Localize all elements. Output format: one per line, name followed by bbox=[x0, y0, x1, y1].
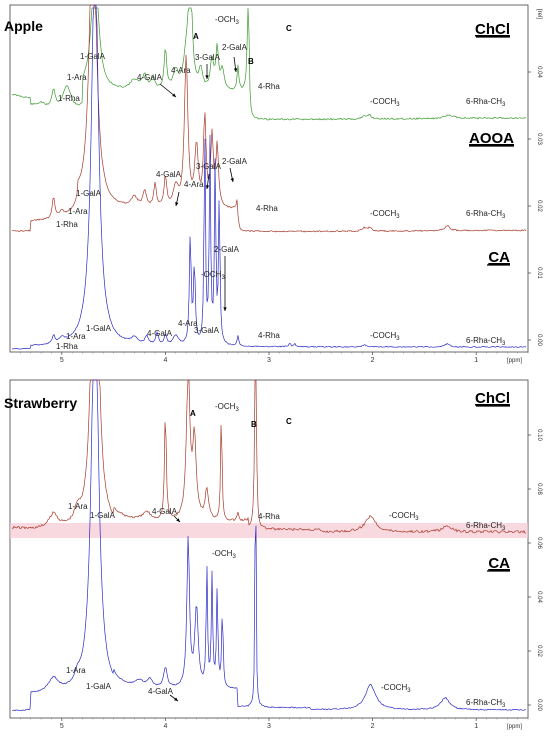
apple-annotation-ca: 1-Rha bbox=[56, 342, 78, 351]
straw-arrow-4gala-ca-head bbox=[174, 697, 178, 701]
straw-annotation-ca: 1-GalA bbox=[86, 682, 112, 691]
apple-arrow-4gala-chcl-head bbox=[172, 93, 176, 97]
apple-sample-aooa: AOOA bbox=[469, 130, 514, 147]
apple-arrow-2gala-chcl-head bbox=[233, 68, 238, 72]
apple-x-tick-label: 1 bbox=[474, 357, 478, 364]
apple-y-tick-label: 0.01 bbox=[536, 267, 542, 279]
apple-annotation-ca: 1-GalA bbox=[86, 324, 112, 333]
straw-ca-trace bbox=[12, 379, 527, 712]
apple-annotation-chcl: B bbox=[248, 57, 254, 66]
apple-annotation-ca: 6-Rha-CH3 bbox=[466, 336, 506, 347]
straw-annotation-chcl: 4-Rha bbox=[258, 512, 280, 521]
apple-y-tick-label: 0.03 bbox=[536, 133, 542, 145]
apple-annotation-chcl: 4-Ara bbox=[171, 66, 191, 75]
apple-annotation-aooa: 1-Rha bbox=[56, 220, 78, 229]
straw-x-tick-label: 3 bbox=[267, 723, 271, 730]
apple-y-tick-label: 0.04 bbox=[536, 66, 542, 78]
straw-annotation-ca: -OCH3 bbox=[212, 549, 236, 560]
apple-sample-ca: CA bbox=[488, 249, 510, 266]
apple-annotation-chcl: 3-GalA bbox=[195, 53, 221, 62]
straw-sample-chcl: ChCl bbox=[475, 390, 510, 407]
apple-annotation-chcl: C bbox=[286, 24, 292, 33]
apple-x-tick-label: 3 bbox=[267, 357, 271, 364]
straw-x-tick-label: 2 bbox=[371, 723, 375, 730]
apple-annotation-chcl: 4-Rha bbox=[258, 82, 280, 91]
apple-sample-chcl: ChCl bbox=[475, 21, 510, 38]
apple-y-tick-label: 0.00 bbox=[536, 334, 542, 346]
straw-chcl-band bbox=[10, 523, 528, 538]
apple-annotation-ca: 3-GalA bbox=[194, 326, 220, 335]
apple-x-tick-label: 5 bbox=[60, 357, 64, 364]
apple-arrow-2gala-ca-head bbox=[223, 307, 227, 311]
apple-annotation-aooa: 2-GalA bbox=[222, 157, 248, 166]
straw-frame bbox=[9, 379, 529, 719]
apple-annotation-ca: 1-Ara bbox=[66, 332, 86, 341]
straw-annotation-ca: 4-GalA bbox=[148, 687, 174, 696]
apple-annotation-chcl: 2-GalA bbox=[222, 43, 248, 52]
straw-annotation-ca: 1-Ara bbox=[66, 666, 86, 675]
straw-arrow-4gala-chcl-head bbox=[176, 518, 180, 522]
straw-x-tick-label: 5 bbox=[60, 723, 64, 730]
apple-annotation-ca: 4-Rha bbox=[258, 331, 280, 340]
apple-annotation-chcl: 6-Rha-CH3 bbox=[466, 97, 506, 108]
straw-annotation-chcl: 6-Rha-CH3 bbox=[466, 521, 506, 532]
straw-y-tick-label: 0.00 bbox=[536, 699, 542, 711]
apple-annotation-chcl: 4-GalA bbox=[137, 73, 163, 82]
straw-annotation-chcl: -COCH3 bbox=[389, 511, 419, 522]
straw-title: Strawberry bbox=[4, 395, 77, 411]
straw-annotation-chcl: B bbox=[251, 420, 257, 429]
apple-arrow-4gala-aooa-head bbox=[175, 202, 179, 206]
apple-title: Apple bbox=[4, 18, 43, 34]
apple-annotation-chcl: -OCH3 bbox=[215, 15, 239, 26]
apple-annotation-chcl: -COCH3 bbox=[370, 97, 400, 108]
apple-arrow-2gala-aooa-head bbox=[230, 178, 234, 182]
apple-annotation-chcl: 1-GalA bbox=[80, 52, 106, 61]
apple-x-unit: [ppm] bbox=[507, 358, 522, 364]
straw-annotation-chcl: A bbox=[190, 409, 196, 418]
straw-annotation-chcl: C bbox=[286, 417, 292, 426]
straw-y-tick-label: 0.10 bbox=[536, 429, 542, 441]
straw-x-tick-label: 1 bbox=[474, 723, 478, 730]
apple-annotation-ca: 4-Ara bbox=[178, 319, 198, 328]
apple-x-tick-label: 4 bbox=[163, 357, 167, 364]
straw-annotation-chcl: 1-Ara bbox=[68, 502, 88, 511]
apple-annotation-ca: 4-GalA bbox=[147, 329, 173, 338]
straw-annotation-chcl: -OCH3 bbox=[215, 402, 239, 413]
straw-sample-ca: CA bbox=[488, 555, 510, 572]
apple-annotation-chcl: 1-Ara bbox=[67, 73, 87, 82]
apple-annotation-aooa: -COCH3 bbox=[370, 209, 400, 220]
straw-y-tick-label: 0.04 bbox=[536, 591, 542, 603]
straw-x-unit: [ppm] bbox=[507, 724, 522, 730]
straw-annotation-ca: 6-Rha-CH3 bbox=[466, 698, 506, 709]
apple-chcl-trace bbox=[11, 7, 527, 121]
apple-x-tick-label: 2 bbox=[371, 357, 375, 364]
apple-annotation-chcl: 1-Rha bbox=[58, 94, 80, 103]
apple-annotation-aooa: 3-GalA bbox=[196, 162, 222, 171]
apple-annotation-aooa: 1-GalA bbox=[76, 189, 102, 198]
apple-annotation-aooa: 6-Rha-CH3 bbox=[466, 209, 506, 220]
apple-annotation-chcl: A bbox=[193, 32, 199, 41]
apple-annotation-ca: -OCH3 bbox=[201, 270, 225, 281]
apple-annotation-aooa: 4-Ara bbox=[184, 180, 204, 189]
apple-y-unit: [rel] bbox=[536, 9, 542, 19]
straw-annotation-ca: -COCH3 bbox=[381, 683, 411, 694]
apple-ca-trace bbox=[11, 4, 526, 350]
straw-y-tick-label: 0.08 bbox=[536, 483, 542, 495]
apple-arrow-3gala-chcl-head bbox=[205, 75, 209, 79]
straw-x-tick-label: 4 bbox=[163, 723, 167, 730]
apple-annotation-ca: -COCH3 bbox=[370, 331, 400, 342]
apple-annotation-aooa: 4-Rha bbox=[256, 204, 278, 213]
straw-annotation-chcl: 4-GalA bbox=[152, 507, 178, 516]
straw-y-tick-label: 0.02 bbox=[536, 645, 542, 657]
straw-chcl-trace bbox=[11, 379, 527, 534]
apple-y-tick-label: 0.02 bbox=[536, 200, 542, 212]
apple-annotation-ca: 2-GalA bbox=[214, 245, 240, 254]
apple-arrow-3gala-aooa-head bbox=[205, 185, 210, 189]
apple-annotation-aooa: 1-Ara bbox=[68, 207, 88, 216]
apple-annotation-aooa: 4-GalA bbox=[156, 170, 182, 179]
straw-y-tick-label: 0.06 bbox=[536, 537, 542, 549]
straw-annotation-chcl: 1-GalA bbox=[90, 511, 116, 520]
